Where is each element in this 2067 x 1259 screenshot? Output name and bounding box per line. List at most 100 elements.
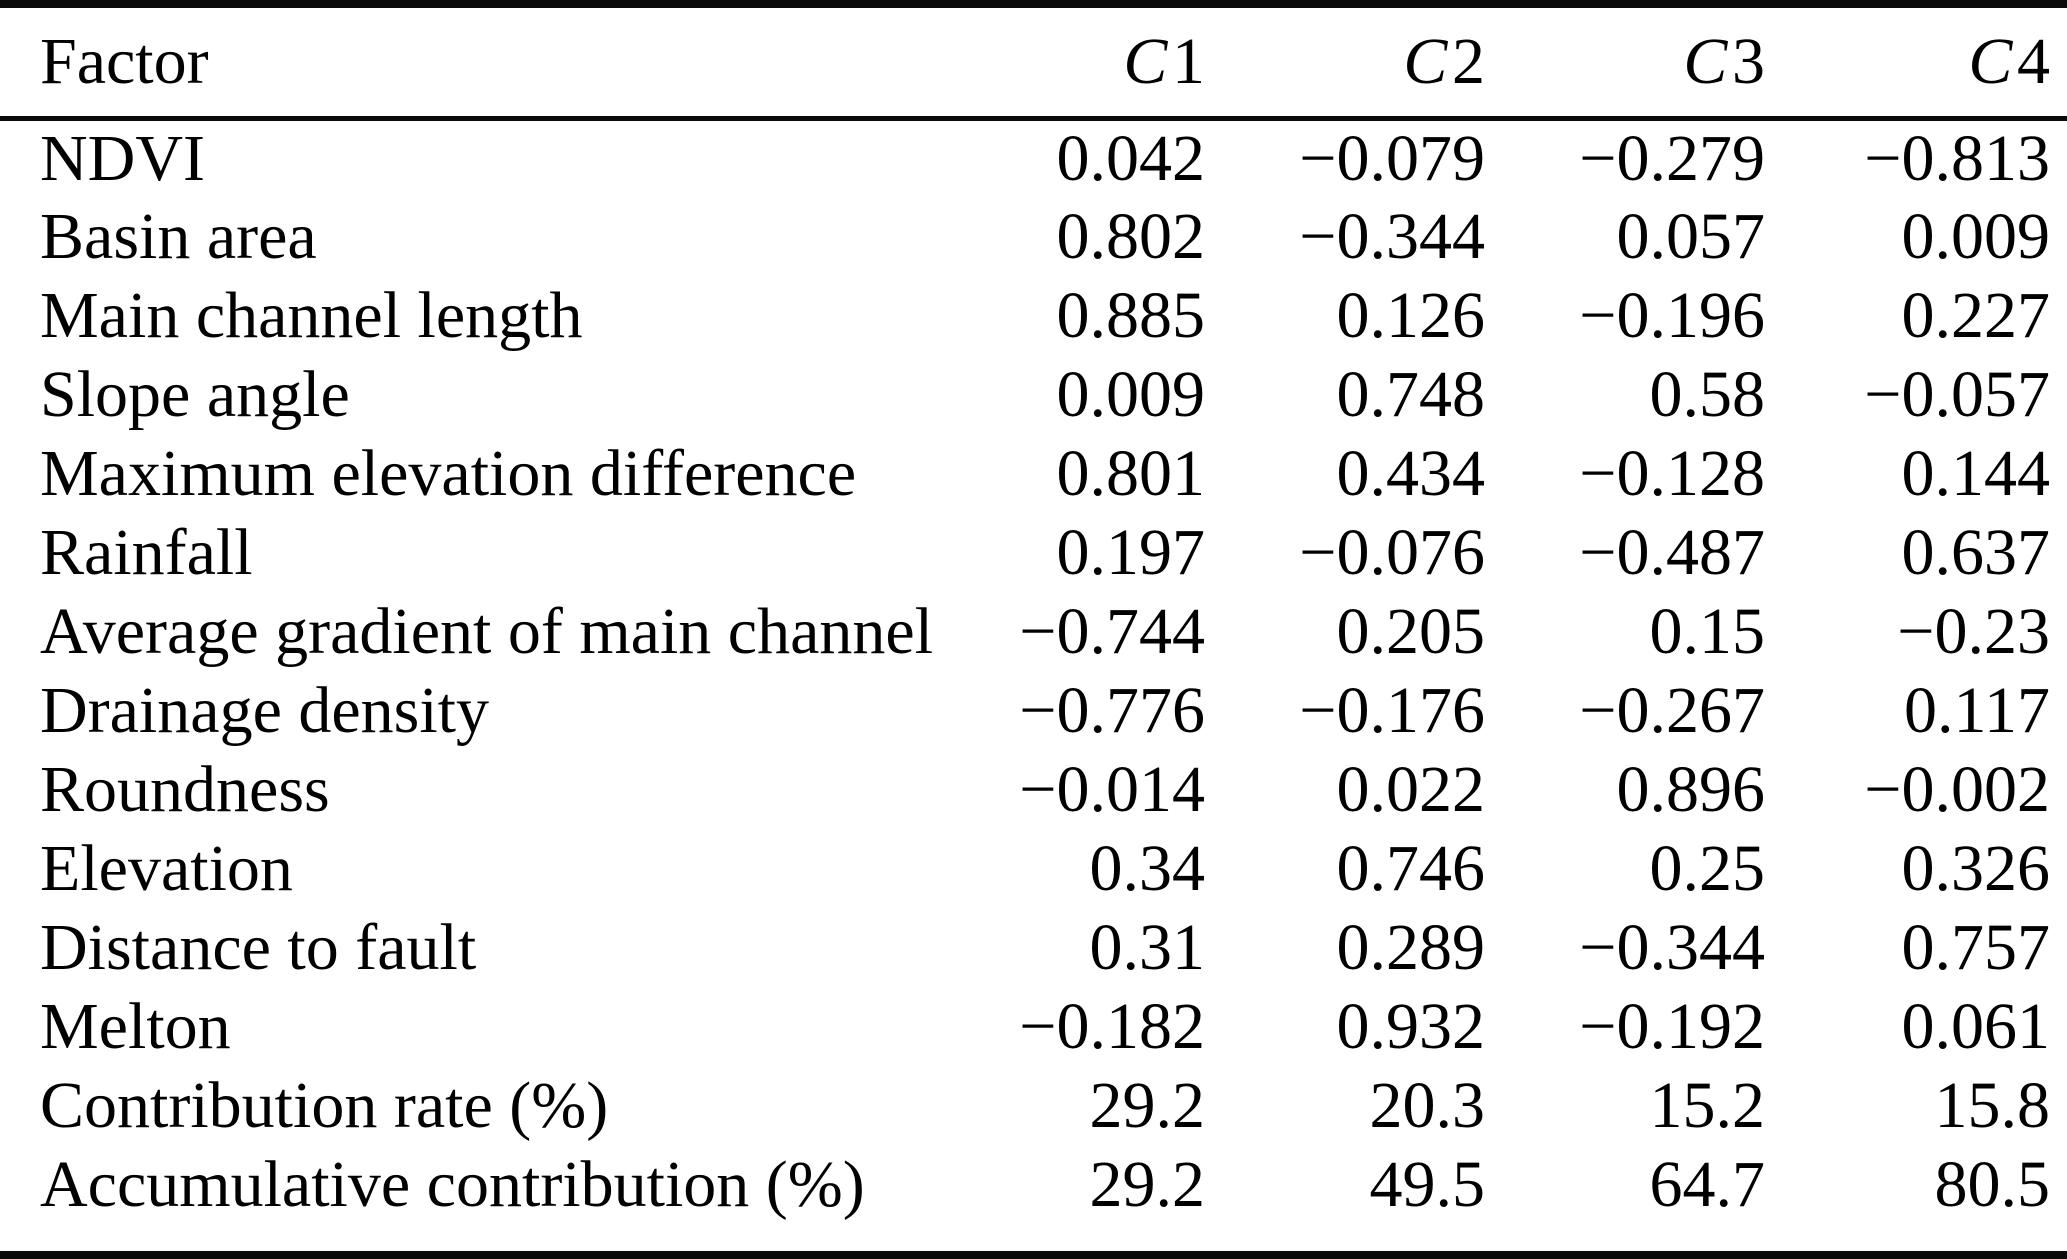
- value-cell: 0.58: [1649, 357, 1766, 431]
- column-header-c4: C4: [1782, 8, 2067, 121]
- component-letter: C: [1403, 24, 1448, 98]
- value-cell: −0.487: [1579, 515, 1765, 589]
- value-cell: −0.813: [1864, 121, 2050, 195]
- column-header-c2: C2: [1222, 8, 1502, 121]
- factor-cell: Maximum elevation difference: [40, 436, 857, 510]
- value-cell: 0.117: [1903, 673, 2050, 747]
- value-cell: −0.23: [1897, 594, 2050, 668]
- table-row: Rainfall 0.197 −0.076 −0.487 0.637: [0, 513, 2067, 592]
- value-cell: 0.144: [1901, 436, 2051, 510]
- table-row: Contribution rate (%) 29.2 20.3 15.2 15.8: [0, 1066, 2067, 1145]
- table-row: Melton −0.182 0.932 −0.192 0.061: [0, 987, 2067, 1066]
- value-cell: 0.227: [1901, 278, 2051, 352]
- component-letter: C: [1123, 24, 1168, 98]
- factor-cell: Accumulative contribution (%): [40, 1147, 865, 1221]
- table-row: Main channel length 0.885 0.126 −0.196 0.227: [0, 276, 2067, 355]
- table-row: Basin area 0.802 −0.344 0.057 0.009: [0, 197, 2067, 276]
- value-cell: 0.896: [1616, 752, 1766, 826]
- factor-loadings-table: Factor C1 C2 C3 C4 NDVI 0.042 −0.079 −0.279 −0.…: [0, 8, 2067, 1224]
- column-header-c3: C3: [1502, 8, 1782, 121]
- value-cell: 0.434: [1336, 436, 1486, 510]
- table-row: Elevation 0.34 0.746 0.25 0.326: [0, 829, 2067, 908]
- value-cell: 0.801: [1056, 436, 1206, 510]
- table-row: Accumulative contribution (%) 29.2 49.5 64.…: [0, 1145, 2067, 1224]
- column-header-factor: Factor: [0, 8, 942, 121]
- factor-cell: Main channel length: [40, 278, 583, 352]
- header-row: Factor C1 C2 C3 C4: [0, 8, 2067, 121]
- value-cell: 0.057: [1616, 199, 1766, 273]
- factor-cell: Distance to fault: [40, 910, 477, 984]
- value-cell: 0.289: [1336, 910, 1486, 984]
- table-row: Roundness −0.014 0.022 0.896 −0.002: [0, 750, 2067, 829]
- value-cell: 80.5: [1934, 1147, 2051, 1221]
- table-row: Slope angle 0.009 0.748 0.58 −0.057: [0, 355, 2067, 434]
- value-cell: −0.196: [1579, 278, 1765, 352]
- value-cell: 0.757: [1901, 910, 2051, 984]
- value-cell: 29.2: [1089, 1068, 1206, 1142]
- value-cell: 0.802: [1056, 199, 1206, 273]
- component-number: 2: [1452, 24, 1485, 98]
- value-cell: 0.15: [1649, 594, 1766, 668]
- value-cell: 0.885: [1056, 278, 1206, 352]
- value-cell: 0.126: [1336, 278, 1486, 352]
- value-cell: 0.932: [1336, 989, 1486, 1063]
- value-cell: 0.326: [1901, 831, 2051, 905]
- table-row: Maximum elevation difference 0.801 0.434 −0…: [0, 434, 2067, 513]
- value-cell: −0.192: [1579, 989, 1765, 1063]
- column-header-c1: C1: [942, 8, 1222, 121]
- value-cell: −0.776: [1019, 673, 1205, 747]
- value-cell: 0.746: [1336, 831, 1486, 905]
- factor-cell: Slope angle: [40, 357, 350, 431]
- factor-cell: Basin area: [40, 199, 317, 273]
- table-body: NDVI 0.042 −0.079 −0.279 −0.813 Basin area 0.8…: [0, 118, 2067, 1224]
- value-cell: −0.076: [1299, 515, 1485, 589]
- value-cell: −0.267: [1579, 673, 1765, 747]
- value-cell: −0.176: [1299, 673, 1485, 747]
- value-cell: 0.25: [1649, 831, 1766, 905]
- value-cell: −0.128: [1579, 436, 1765, 510]
- value-cell: 0.009: [1901, 199, 2051, 273]
- value-cell: 0.31: [1089, 910, 1206, 984]
- value-cell: 49.5: [1369, 1147, 1486, 1221]
- table-row: Distance to fault 0.31 0.289 −0.344 0.757: [0, 908, 2067, 987]
- value-cell: −0.279: [1579, 121, 1765, 195]
- value-cell: −0.057: [1864, 357, 2050, 431]
- value-cell: −0.182: [1019, 989, 1205, 1063]
- table-row: NDVI 0.042 −0.079 −0.279 −0.813: [0, 118, 2067, 197]
- value-cell: 0.022: [1336, 752, 1486, 826]
- component-number: 3: [1732, 24, 1765, 98]
- factor-cell: Drainage density: [40, 673, 490, 747]
- factor-cell: Melton: [40, 989, 231, 1063]
- value-cell: 29.2: [1089, 1147, 1206, 1221]
- factor-cell: Contribution rate (%): [40, 1068, 609, 1142]
- value-cell: 0.042: [1056, 121, 1206, 195]
- table-row: Drainage density −0.776 −0.176 −0.267 0.117: [0, 671, 2067, 750]
- component-letter: C: [1968, 24, 2013, 98]
- value-cell: 0.197: [1056, 515, 1206, 589]
- component-letter: C: [1683, 24, 1728, 98]
- factor-cell: NDVI: [40, 121, 205, 195]
- value-cell: 20.3: [1369, 1068, 1486, 1142]
- value-cell: −0.344: [1299, 199, 1485, 273]
- factor-cell: Roundness: [40, 752, 330, 826]
- table-row: Average gradient of main channel −0.744 0.…: [0, 592, 2067, 671]
- value-cell: 0.748: [1336, 357, 1486, 431]
- value-cell: −0.344: [1579, 910, 1765, 984]
- value-cell: −0.002: [1864, 752, 2050, 826]
- value-cell: 15.8: [1934, 1068, 2051, 1142]
- value-cell: 0.34: [1089, 831, 1206, 905]
- component-number: 1: [1172, 24, 1205, 98]
- factor-cell: Rainfall: [40, 515, 253, 589]
- value-cell: 15.2: [1649, 1068, 1766, 1142]
- value-cell: 0.637: [1901, 515, 2051, 589]
- factor-cell: Average gradient of main channel: [40, 594, 934, 668]
- value-cell: −0.744: [1019, 594, 1205, 668]
- value-cell: 64.7: [1649, 1147, 1766, 1221]
- value-cell: −0.014: [1019, 752, 1205, 826]
- value-cell: 0.061: [1901, 989, 2051, 1063]
- value-cell: 0.009: [1056, 357, 1206, 431]
- value-cell: −0.079: [1299, 121, 1485, 195]
- table-head: Factor C1 C2 C3 C4: [0, 8, 2067, 121]
